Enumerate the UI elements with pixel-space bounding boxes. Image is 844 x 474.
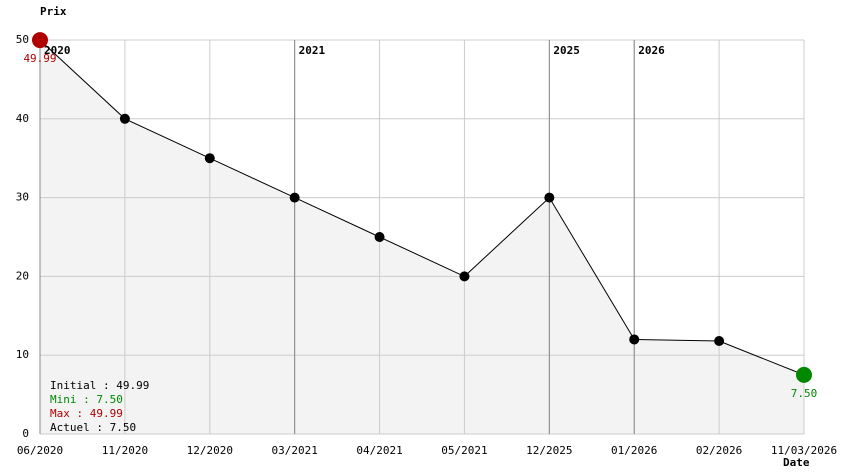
year-marker-label: 2020: [44, 44, 71, 57]
summary-line: Max : 49.99: [50, 407, 123, 420]
x-tick-label: 12/2020: [187, 444, 233, 457]
x-tick-label: 12/2025: [526, 444, 572, 457]
x-tick-label: 06/2020: [17, 444, 63, 457]
y-tick-label: 10: [16, 348, 29, 361]
year-marker-label: 2026: [638, 44, 665, 57]
x-tick-label: 02/2026: [696, 444, 742, 457]
x-tick-label: 04/2021: [356, 444, 402, 457]
x-tick-label: 03/2021: [271, 444, 317, 457]
data-point: [374, 232, 385, 242]
y-tick-label: 40: [16, 112, 29, 125]
data-point: [32, 32, 48, 49]
summary-line: Mini : 7.50: [50, 393, 123, 406]
y-tick-label: 50: [16, 33, 29, 46]
y-tick-label: 0: [22, 427, 29, 440]
data-point: [459, 271, 470, 282]
summary-line: Actuel : 7.50: [50, 421, 136, 434]
x-tick-label: 11/03/2026: [771, 444, 837, 457]
x-tick-label: 11/2020: [102, 444, 148, 457]
data-point: [796, 366, 812, 383]
y-axis-title: Prix: [40, 5, 67, 18]
y-tick-label: 20: [16, 269, 29, 282]
data-point: [714, 336, 725, 347]
data-point: [204, 153, 215, 164]
y-tick-label: 30: [16, 191, 29, 204]
data-label: 49.99: [23, 52, 56, 65]
price-line: [39, 39, 805, 376]
data-point: [119, 113, 130, 124]
data-point: [544, 192, 555, 203]
data-point: [289, 192, 300, 203]
data-label: 7.50: [791, 387, 818, 400]
year-marker-label: 2025: [553, 44, 580, 57]
x-tick-label: 05/2021: [441, 444, 487, 457]
year-marker-label: 2021: [299, 44, 326, 57]
data-point: [629, 334, 640, 345]
x-tick-label: 01/2026: [611, 444, 657, 457]
summary-line: Initial : 49.99: [50, 379, 149, 392]
area: [40, 40, 804, 435]
x-axis-title: Date: [783, 456, 810, 469]
